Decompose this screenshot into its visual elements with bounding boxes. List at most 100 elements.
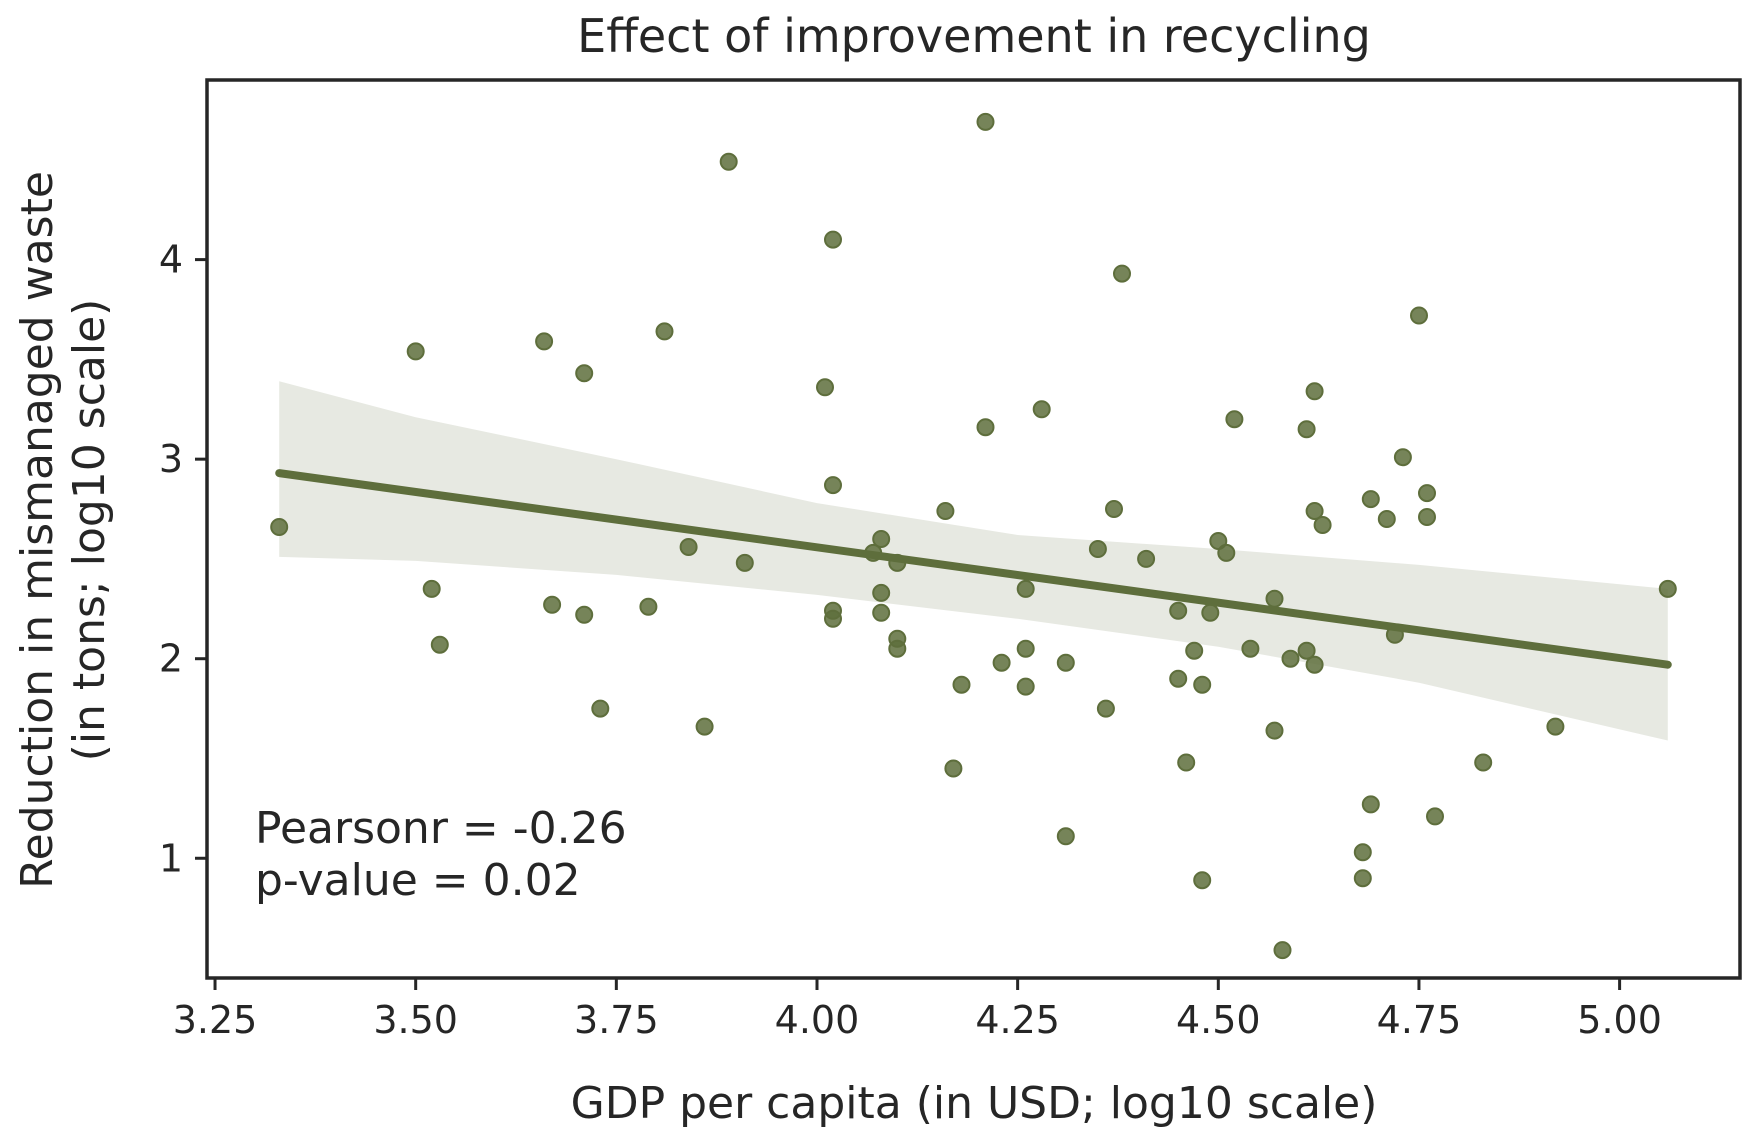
data-point [1193,675,1212,694]
data-point [719,152,738,171]
data-point [1193,871,1212,890]
data-point [1313,516,1332,534]
data-point [1113,264,1131,283]
data-point [575,605,594,624]
data-point [1225,410,1244,429]
y-tick-label: 3 [159,437,183,481]
data-point [824,230,842,249]
y-tick-label: 2 [159,637,183,681]
data-point [1297,641,1316,660]
data-point [824,609,842,628]
data-point [872,603,891,622]
data-point [1105,500,1123,518]
x-tick-label: 3.25 [173,998,258,1042]
data-point [1426,807,1444,826]
x-tick-label: 4.00 [775,998,860,1042]
y-tick-label: 1 [159,836,183,880]
data-point [1410,306,1428,325]
data-point [1305,502,1324,520]
data-point [1016,677,1035,696]
p-value-annotation: p-value = 0.02 [255,855,581,906]
data-point [655,322,674,341]
y-axis-ticks: 1 2 3 4 [159,238,207,880]
data-point [270,518,289,536]
data-point [1418,484,1436,503]
data-point [1185,641,1204,660]
data-point [575,364,594,383]
data-point [695,717,714,736]
data-point [1056,827,1075,846]
data-point [1265,721,1284,740]
data-point [430,635,449,654]
data-point [1658,579,1677,598]
data-point [992,653,1011,672]
plot-frame [205,78,1742,980]
data-point [535,332,554,351]
data-point [1169,669,1188,688]
data-point [1137,549,1156,568]
data-point [936,502,955,520]
x-tick-label: 4.75 [1377,998,1462,1042]
data-point [1353,843,1372,862]
plot-area [205,78,1742,980]
data-point [543,595,562,614]
x-axis-label: GDP per capita (in USD; log10 scale) [571,1078,1378,1129]
chart-title: Effect of improvement in recycling [577,9,1371,63]
x-tick-label: 3.75 [574,998,659,1042]
data-point [1305,655,1324,674]
data-point [872,583,891,602]
data-point [1297,420,1316,439]
data-point [639,597,658,616]
data-point [1016,579,1035,598]
y-tick-label: 4 [159,238,183,282]
data-point [1305,382,1324,401]
data-point [1088,540,1107,558]
data-point [1241,639,1260,658]
data-point [1281,649,1300,668]
data-point [679,538,698,556]
data-point [1385,625,1404,644]
data-point [888,639,907,658]
data-point [1265,589,1284,608]
data-point [872,530,891,548]
regression-line [275,469,1672,669]
data-point [406,342,425,361]
data-point [824,476,842,495]
x-tick-label: 4.25 [975,998,1060,1042]
data-point [1377,510,1396,528]
data-point [1474,753,1493,772]
data-points [270,112,1677,960]
data-point [1032,400,1051,419]
data-point [864,543,883,562]
x-tick-label: 4.50 [1176,998,1261,1042]
data-point [952,675,971,694]
y-axis-label-line1: Reduction in mismanaged waste [12,171,63,889]
x-tick-label: 5.00 [1577,998,1662,1042]
data-point [1016,639,1035,658]
data-point [816,378,834,397]
y-axis-label-line2: (in tons; log10 scale) [64,299,115,762]
data-point [1169,601,1188,620]
confidence-band [279,381,1668,741]
data-point [591,699,610,718]
data-point [888,553,907,572]
data-point [422,579,441,598]
data-point [1418,508,1436,526]
data-point [1361,490,1380,509]
data-point [976,418,995,437]
data-point [1353,869,1372,888]
data-point [976,112,995,131]
data-point [1217,543,1236,562]
data-point [944,759,963,778]
y-axis-label: Reduction in mismanaged waste (in tons; … [12,171,115,889]
data-point [1177,753,1196,772]
x-axis-ticks: 3.25 3.50 3.75 4.00 4.25 4.50 4.75 5.00 [173,978,1662,1042]
data-point [735,553,754,572]
data-point [1201,603,1220,622]
x-tick-label: 3.50 [373,998,458,1042]
data-point [1546,717,1565,736]
data-point [1361,795,1380,814]
data-point [1056,653,1075,672]
pearson-annotation: Pearsonr = -0.26 [255,803,627,854]
